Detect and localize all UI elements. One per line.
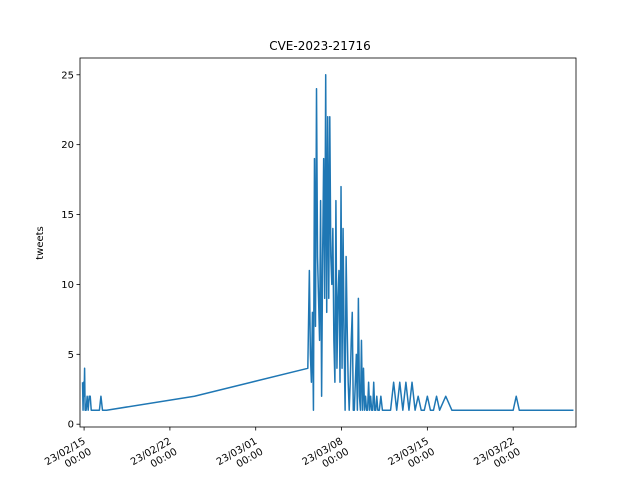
series-line xyxy=(81,74,574,411)
y-axis-label: tweets xyxy=(35,226,46,260)
plot-frame xyxy=(79,57,577,428)
y-axis: 0 5 10 15 20 25 xyxy=(61,70,80,431)
y-tick-label: 15 xyxy=(61,210,74,221)
y-tick-label: 5 xyxy=(68,350,74,361)
chart-title: CVE-2023-21716 xyxy=(269,39,371,53)
y-tick-label: 10 xyxy=(61,280,74,291)
y-tick-label: 0 xyxy=(68,420,74,431)
y-tick-label: 25 xyxy=(61,70,74,81)
y-tick-label: 20 xyxy=(61,140,74,151)
plot-area xyxy=(81,74,574,411)
